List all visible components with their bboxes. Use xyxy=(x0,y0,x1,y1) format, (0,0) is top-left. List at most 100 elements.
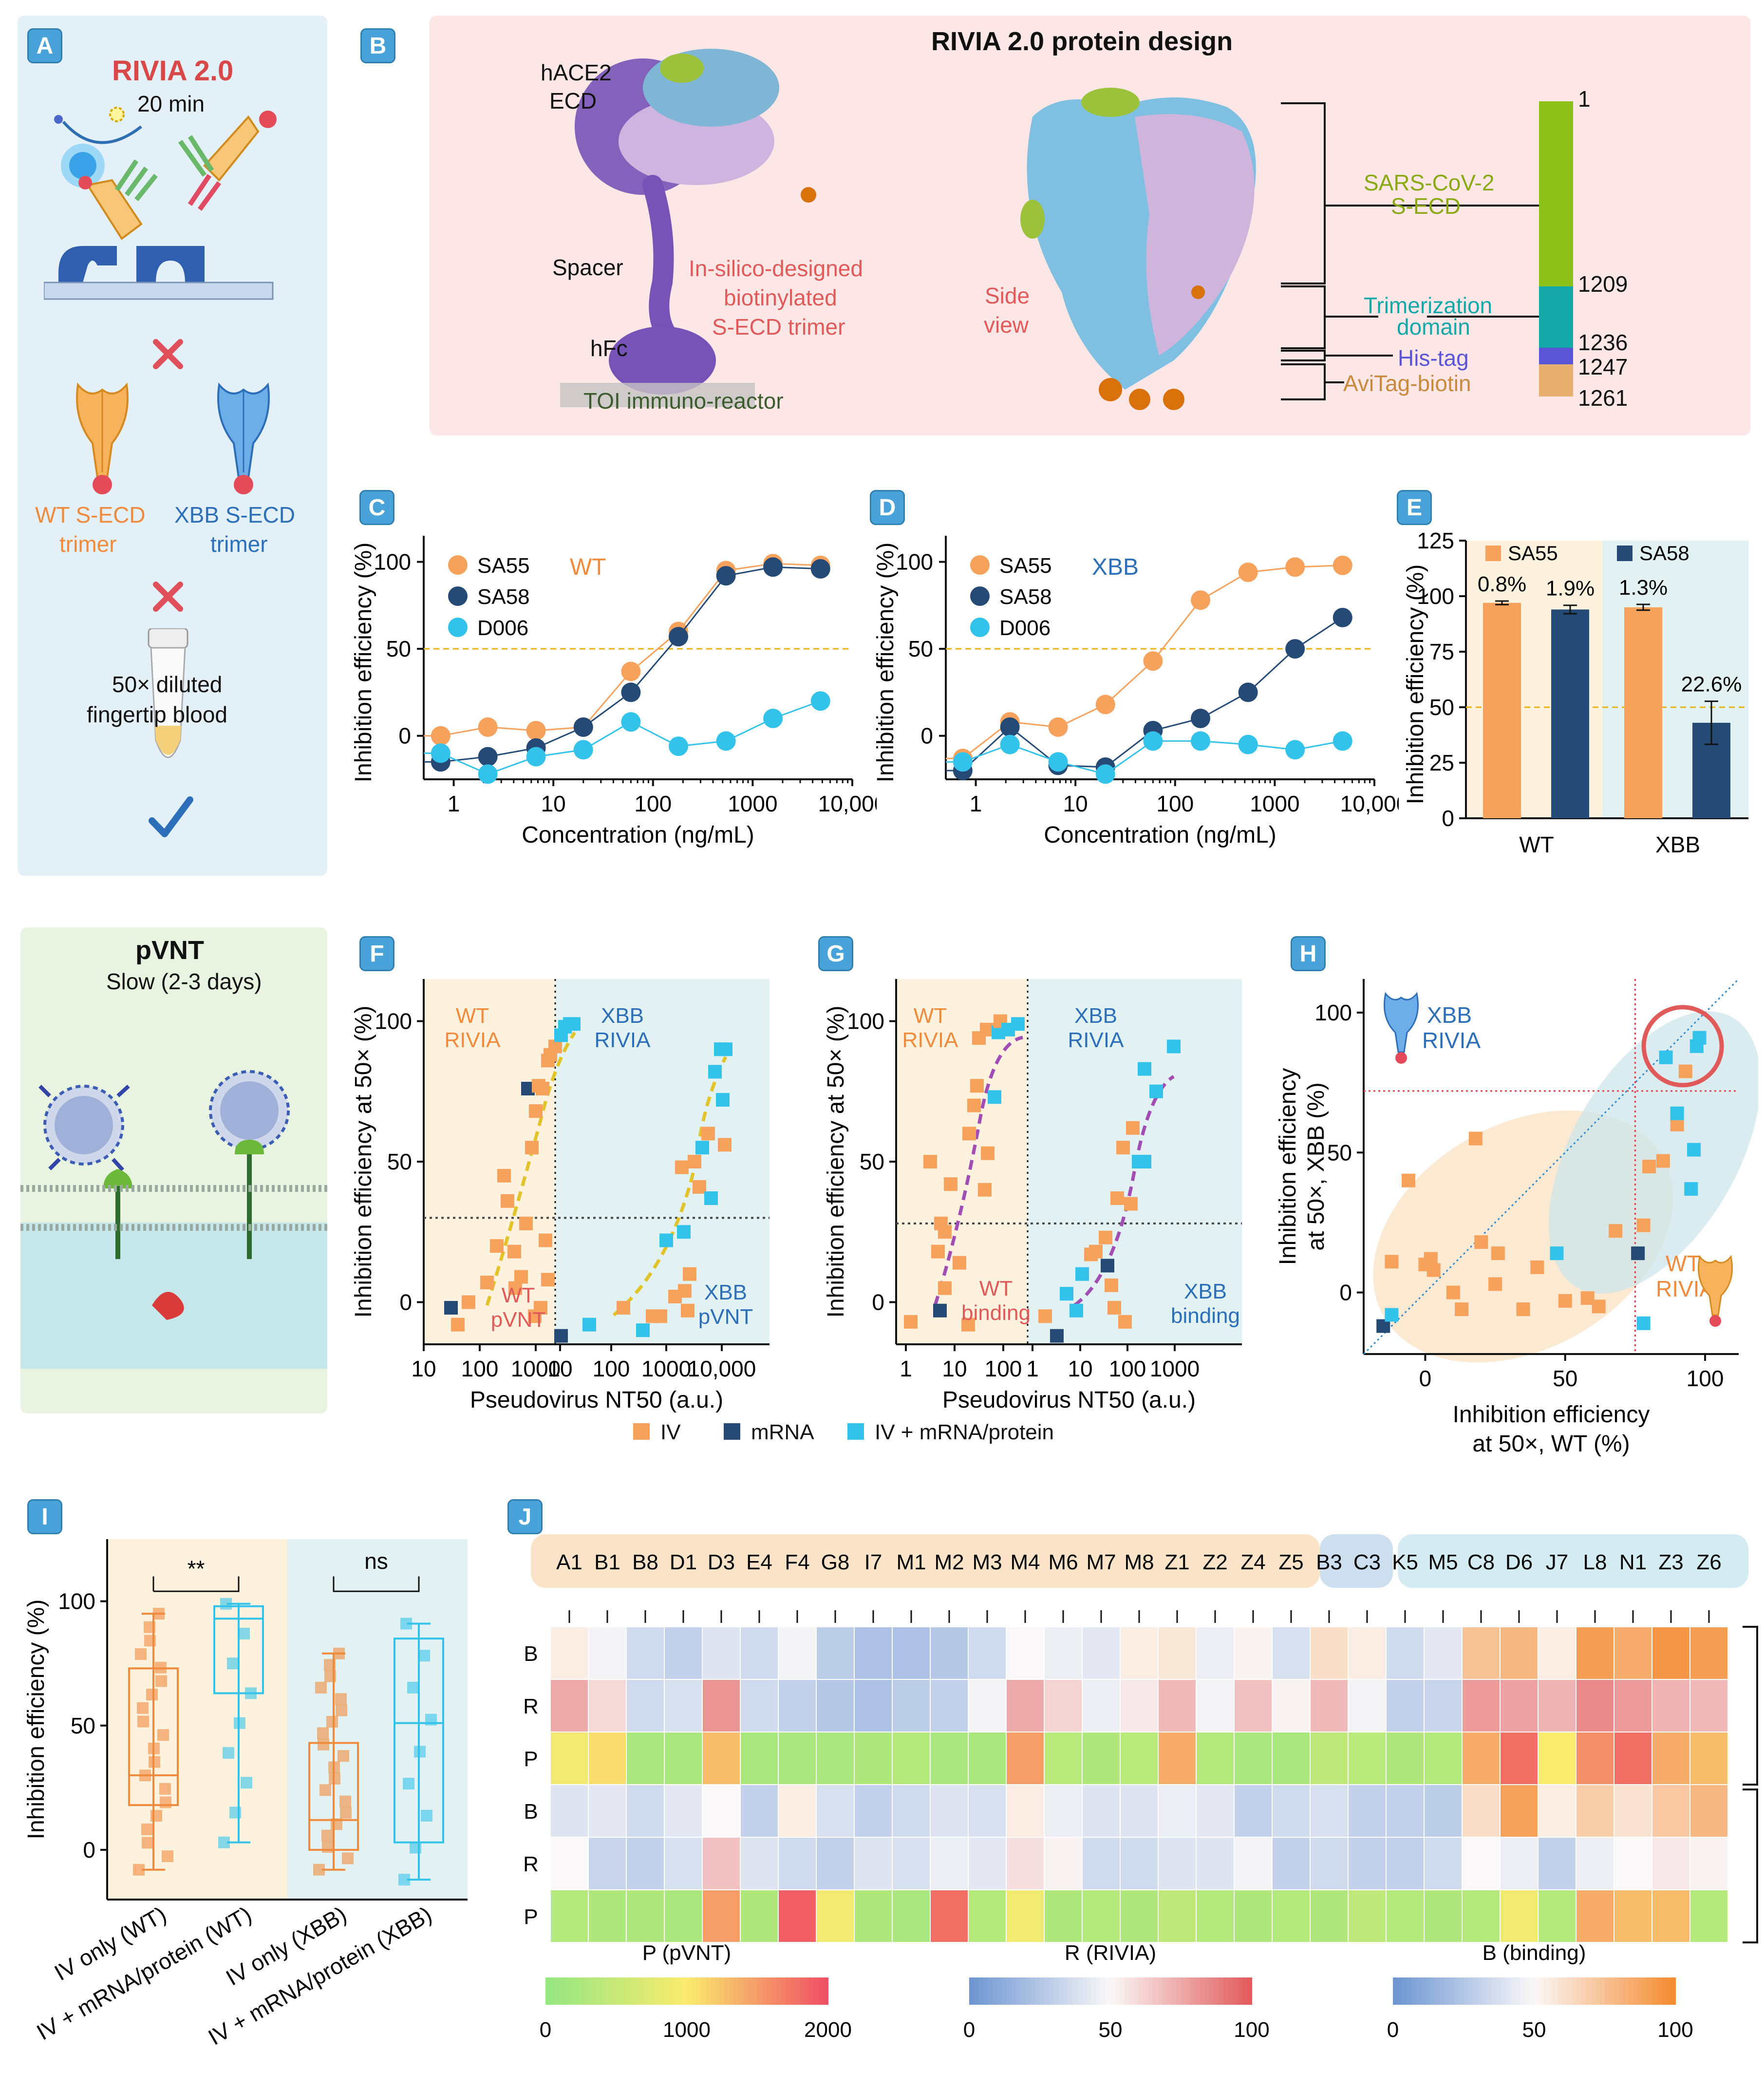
scale-swatch xyxy=(1162,1977,1167,2005)
significance-label: ** xyxy=(188,1556,205,1582)
region-label: RIVIA xyxy=(902,1028,959,1052)
scale-swatch xyxy=(818,1977,824,2005)
heatmap-cell xyxy=(930,1837,969,1890)
column-label: Z3 xyxy=(1658,1550,1683,1574)
column-label: B8 xyxy=(632,1550,658,1574)
scale-swatch xyxy=(1049,1977,1054,2005)
heatmap-cell xyxy=(1196,1679,1235,1732)
point-sa58 xyxy=(1332,607,1352,627)
box-point xyxy=(137,1702,149,1714)
scale-swatch xyxy=(1487,1977,1492,2005)
heatmap-cell xyxy=(1424,1732,1463,1785)
heatmap-cell xyxy=(778,1784,817,1838)
point-d006 xyxy=(1238,734,1258,754)
wt-region xyxy=(107,1539,287,1900)
box-point xyxy=(317,1727,329,1739)
region-label: binding xyxy=(961,1301,1031,1325)
region-label: XBB xyxy=(704,1280,747,1304)
x-tick-label: 1 xyxy=(970,791,982,816)
heatmap-cell xyxy=(1651,1784,1690,1838)
heatmap-cell xyxy=(1348,1837,1387,1890)
scale-swatch xyxy=(1167,1977,1172,2005)
point-iv xyxy=(683,1267,696,1281)
scale-swatch xyxy=(560,1977,565,2005)
scale-swatch xyxy=(1190,1977,1196,2005)
x-tick-label: 100 xyxy=(593,1356,630,1381)
box-point xyxy=(155,1661,167,1674)
xbb-ellipse xyxy=(1549,1011,1758,1294)
x-tick-label: 1000 xyxy=(1250,791,1299,816)
scale-swatch xyxy=(1171,1977,1177,2005)
point-ivmix xyxy=(1011,1017,1025,1031)
scale-swatch xyxy=(687,1977,692,2005)
x-tick-label: 100 xyxy=(461,1356,499,1381)
point-sa55 xyxy=(1048,717,1068,737)
heatmap-cell xyxy=(1462,1837,1501,1890)
heatmap-cell xyxy=(588,1626,627,1680)
xbb-trimer-label-line1: XBB S-ECD xyxy=(174,502,295,527)
heatmap-cell xyxy=(1120,1837,1159,1890)
scale-swatch xyxy=(1605,1977,1610,2005)
scale-swatch xyxy=(1454,1977,1460,2005)
box-point xyxy=(321,1829,333,1842)
region-label: WT xyxy=(456,1004,489,1028)
heatmap-cell xyxy=(1348,1784,1387,1838)
point-iv xyxy=(501,1194,514,1208)
heatmap-cell xyxy=(1614,1732,1652,1785)
scale-swatch xyxy=(658,1977,664,2005)
point-ivmix xyxy=(1060,1287,1073,1301)
point-sa55 xyxy=(526,721,546,740)
scale-swatch xyxy=(738,1977,744,2005)
point-sa58 xyxy=(810,559,830,579)
segment-trim-label-line1: Trimerization xyxy=(1364,293,1493,318)
x-tick-label: 1000 xyxy=(1150,1356,1200,1381)
region-label: XBB xyxy=(601,1004,644,1028)
y-tick-label: 0 xyxy=(398,723,411,749)
heatmap-cell xyxy=(1120,1889,1159,1943)
heatmap-cell xyxy=(778,1889,817,1943)
scale-swatch xyxy=(733,1977,739,2005)
scale-swatch xyxy=(1515,1977,1520,2005)
panel-e-label: E xyxy=(1397,490,1432,525)
chart-c: 0 50 100 1 10 100 1000 10,000 Concentration (ng/… xyxy=(351,536,877,848)
point-iv xyxy=(938,1225,952,1239)
box-point xyxy=(336,1704,347,1716)
wt-trimer-icon xyxy=(76,382,129,494)
column-label: Z2 xyxy=(1202,1550,1227,1574)
scale-swatch xyxy=(1473,1977,1478,2005)
x-axis-title-line2: at 50×, WT (%) xyxy=(1472,1431,1630,1456)
heatmap-cell xyxy=(892,1732,931,1785)
scale-swatch xyxy=(1468,1977,1474,2005)
scale-swatch xyxy=(729,1977,734,2005)
cross-icon xyxy=(153,339,183,369)
box xyxy=(213,1605,264,1695)
heatmap-cell xyxy=(778,1837,817,1890)
box-point xyxy=(144,1621,155,1633)
heatmap-cell xyxy=(1196,1784,1235,1838)
box-point xyxy=(403,1778,414,1790)
point-iv xyxy=(1468,1131,1483,1146)
point-iv xyxy=(970,1079,984,1093)
point-sa58 xyxy=(1285,639,1305,659)
column-label: F4 xyxy=(785,1550,809,1574)
scale-swatch xyxy=(569,1977,574,2005)
scale-swatch xyxy=(1063,1977,1069,2005)
x-tick-label: XBB xyxy=(1655,832,1700,857)
scale-tick-label: 0 xyxy=(1387,2018,1399,2042)
heatmap-cell xyxy=(968,1679,1007,1732)
legend-marker-sa58 xyxy=(448,586,468,606)
y-axis-title-line1: Inhibition efficiency xyxy=(1275,1068,1301,1265)
heatmap-cell xyxy=(1462,1626,1501,1680)
xbb-trimer-label-line2: trimer xyxy=(210,531,268,557)
point-iv xyxy=(654,1309,667,1323)
heatmap-cell xyxy=(1500,1679,1539,1732)
point-iv xyxy=(701,1127,715,1141)
scale-swatch xyxy=(1002,1977,1008,2005)
region-label: WT xyxy=(979,1277,1013,1300)
heatmap-cell xyxy=(1044,1732,1083,1785)
scale-swatch xyxy=(1007,1977,1012,2005)
box-point xyxy=(159,1783,171,1795)
x-tick-label: 1 xyxy=(1026,1356,1039,1381)
scale-swatch xyxy=(1134,1977,1139,2005)
point-ivmix xyxy=(1070,1303,1083,1318)
